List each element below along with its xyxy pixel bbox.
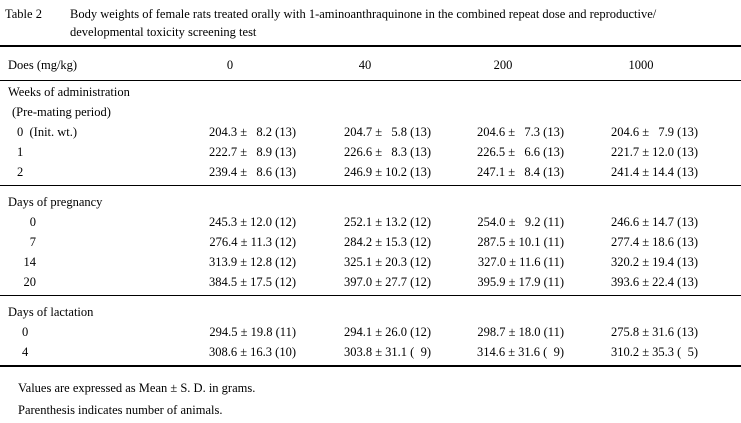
cell: 276.4 ± 11.3 (12) <box>209 235 296 249</box>
cell: 226.6 ± 8.3 (13) <box>343 145 431 159</box>
cell: 327.0 ± 11.6 (11) <box>477 255 564 269</box>
cell: 222.7 ± 8.9 (13) <box>208 145 296 159</box>
cell: 395.9 ± 17.9 (11) <box>477 275 564 289</box>
row-label: 2 <box>17 165 24 179</box>
row-label: 4 <box>22 345 29 359</box>
cell: 313.9 ± 12.8 (12) <box>208 255 296 269</box>
cell: 310.2 ± 35.3 ( 5) <box>610 345 698 359</box>
section-rule <box>0 295 741 296</box>
cell: 246.9 ± 10.2 (13) <box>343 165 431 179</box>
caption-line: Body weights of female rats treated oral… <box>70 7 657 21</box>
caption-line: developmental toxicity screening test <box>70 25 257 39</box>
cell: 384.5 ± 17.5 (12) <box>208 275 296 289</box>
cell: 241.4 ± 14.4 (13) <box>610 165 698 179</box>
cell: 287.5 ± 10.1 (11) <box>477 235 564 249</box>
row-label: 0 <box>29 215 36 229</box>
column-header: 1000 <box>628 58 654 72</box>
section-title: Days of lactation <box>8 305 94 319</box>
row-label: 14 <box>23 255 37 269</box>
cell: 298.7 ± 18.0 (11) <box>477 325 564 339</box>
cell: 294.1 ± 26.0 (12) <box>343 325 431 339</box>
cell: 314.6 ± 31.6 ( 9) <box>476 345 564 359</box>
cell: 393.6 ± 22.4 (13) <box>610 275 698 289</box>
footnote: Values are expressed as Mean ± S. D. in … <box>18 381 256 395</box>
cell: 239.4 ± 8.6 (13) <box>208 165 296 179</box>
section-rule <box>0 185 741 186</box>
column-header: 0 <box>226 58 234 72</box>
cell: 246.6 ± 14.7 (13) <box>610 215 698 229</box>
cell: 284.2 ± 15.3 (12) <box>343 235 431 249</box>
cell: 254.0 ± 9.2 (11) <box>477 215 564 229</box>
row-label: 0 (Init. wt.) <box>17 125 78 139</box>
section-subtitle: (Pre-mating period) <box>12 105 111 119</box>
cell: 277.4 ± 18.6 (13) <box>610 235 698 249</box>
cell: 275.8 ± 31.6 (13) <box>610 325 698 339</box>
cell: 204.6 ± 7.3 (13) <box>476 125 564 139</box>
column-header: 200 <box>493 58 513 72</box>
cell: 325.1 ± 20.3 (12) <box>343 255 431 269</box>
row-label: 7 <box>29 235 36 249</box>
footnote: Parenthesis indicates number of animals. <box>18 403 223 417</box>
cell: 204.7 ± 5.8 (13) <box>343 125 431 139</box>
bottom-rule <box>0 365 741 367</box>
cell: 308.6 ± 16.3 (10) <box>208 345 296 359</box>
row-label: 0 <box>22 325 29 339</box>
table-label: Table 2 <box>5 7 42 21</box>
cell: 247.1 ± 8.4 (13) <box>476 165 564 179</box>
header-rule <box>0 80 741 81</box>
cell: 294.5 ± 19.8 (11) <box>209 325 296 339</box>
cell: 204.6 ± 7.9 (13) <box>610 125 698 139</box>
cell: 252.1 ± 13.2 (12) <box>343 215 431 229</box>
cell: 303.8 ± 31.1 ( 9) <box>343 345 431 359</box>
cell: 226.5 ± 6.6 (13) <box>476 145 564 159</box>
cell: 397.0 ± 27.7 (12) <box>343 275 431 289</box>
row-label: 1 <box>17 145 24 159</box>
top-rule <box>0 45 741 47</box>
section-title: Weeks of administration <box>8 85 130 99</box>
row-header: Does (mg/kg) <box>8 58 78 72</box>
section-title: Days of pregnancy <box>8 195 103 209</box>
cell: 221.7 ± 12.0 (13) <box>610 145 698 159</box>
cell: 245.3 ± 12.0 (12) <box>208 215 296 229</box>
column-header: 40 <box>358 58 372 72</box>
cell: 204.3 ± 8.2 (13) <box>208 125 296 139</box>
cell: 320.2 ± 19.4 (13) <box>610 255 698 269</box>
row-label: 20 <box>23 275 37 289</box>
